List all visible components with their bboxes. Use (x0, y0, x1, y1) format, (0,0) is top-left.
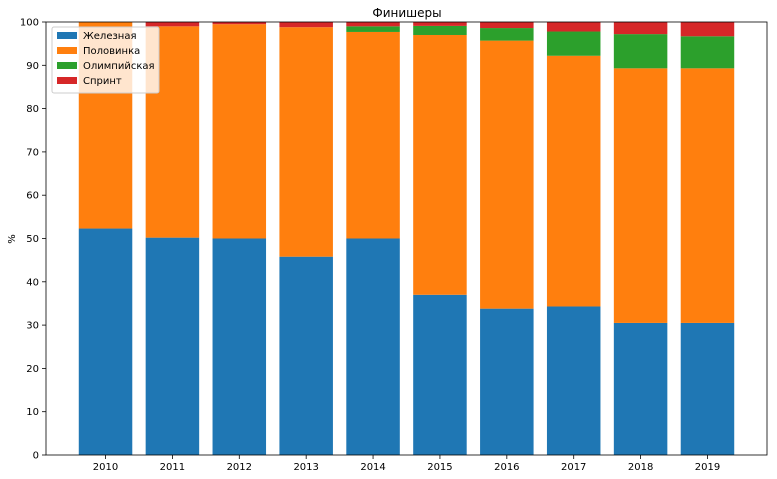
y-tick-label-60: 60 (26, 191, 39, 202)
bar-Спринт-2017 (546, 22, 601, 32)
legend-label-Олимпийская: Олимпийская (83, 61, 155, 72)
bar-Спринт-2012 (212, 22, 267, 25)
legend-swatch-Спринт (57, 77, 77, 84)
y-axis-label: % (7, 234, 18, 244)
bar-Железная-2013 (279, 256, 333, 455)
bar-Половинка-2019 (680, 68, 735, 323)
bar-Спринт-2016 (480, 22, 534, 29)
y-tick-label-0: 0 (33, 451, 39, 462)
chart-title: Финишеры (372, 6, 441, 20)
legend-swatch-Половинка (57, 47, 77, 54)
bar-Спринт-2011 (145, 22, 200, 27)
bar-Спринт-2019 (680, 22, 735, 37)
y-tick-label-10: 10 (26, 407, 39, 418)
bar-Олимпийская-2017 (546, 31, 601, 56)
y-tick-label-40: 40 (26, 277, 39, 288)
bar-Железная-2014 (346, 238, 400, 455)
x-tick-label-2010: 2010 (93, 462, 118, 473)
bar-Олимпийская-2019 (680, 36, 735, 69)
bar-Спринт-2018 (613, 22, 668, 35)
y-tick-label-90: 90 (26, 61, 39, 72)
bar-Спринт-2013 (279, 22, 333, 28)
legend-swatch-Железная (57, 32, 77, 39)
bar-Олимпийская-2016 (480, 28, 534, 41)
x-tick-label-2013: 2013 (293, 462, 318, 473)
bar-Железная-2015 (413, 294, 467, 455)
x-tick-label-2016: 2016 (494, 462, 519, 473)
bar-Половинка-2015 (413, 34, 467, 295)
bar-Спринт-2014 (346, 22, 400, 27)
bar-Половинка-2013 (279, 27, 333, 257)
x-tick-label-2019: 2019 (695, 462, 720, 473)
bar-Железная-2011 (145, 237, 200, 455)
y-tick-label-20: 20 (26, 364, 39, 375)
bar-Половинка-2012 (212, 24, 267, 239)
bar-Железная-2016 (480, 308, 534, 455)
bar-Железная-2017 (546, 306, 601, 455)
bar-Половинка-2014 (346, 31, 400, 239)
bar-Железная-2012 (212, 238, 267, 455)
y-tick-label-80: 80 (26, 104, 39, 115)
bar-Железная-2019 (680, 322, 735, 455)
legend-label-Железная: Железная (83, 31, 136, 42)
y-tick-label-30: 30 (26, 321, 39, 332)
x-tick-label-2011: 2011 (160, 462, 185, 473)
x-tick-label-2018: 2018 (628, 462, 653, 473)
x-tick-label-2015: 2015 (427, 462, 452, 473)
y-tick-label-50: 50 (26, 234, 39, 245)
bar-Половинка-2018 (613, 68, 668, 323)
bar-Железная-2018 (613, 322, 668, 455)
legend-label-Половинка: Половинка (83, 46, 140, 57)
legend-label-Спринт: Спринт (83, 76, 122, 87)
bar-Олимпийская-2015 (413, 25, 467, 35)
bar-Железная-2010 (78, 228, 133, 455)
bar-Спринт-2015 (413, 22, 467, 26)
bar-Олимпийская-2018 (613, 34, 668, 69)
x-tick-label-2012: 2012 (227, 462, 252, 473)
y-tick-label-70: 70 (26, 147, 39, 158)
x-tick-label-2017: 2017 (561, 462, 586, 473)
plot-area: 0 10 20 30 40 50 60 70 80 90 100 2010 2011 2012 2013 20… (20, 18, 768, 473)
bar-Олимпийская-2014 (346, 26, 400, 32)
bar-Половинка-2017 (546, 55, 601, 307)
x-tick-label-2014: 2014 (360, 462, 385, 473)
legend-box (51, 26, 160, 94)
y-tick-label-100: 100 (20, 18, 39, 29)
legend-swatch-Олимпийская (57, 62, 77, 69)
bar-Половинка-2016 (480, 40, 534, 309)
